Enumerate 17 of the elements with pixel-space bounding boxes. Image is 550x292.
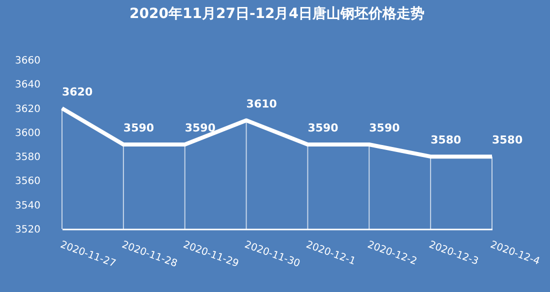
y-tick-label: 3620 [15,104,40,115]
data-label: 3580 [492,134,523,147]
y-tick-label: 3600 [15,128,40,139]
y-tick-label: 3580 [15,152,40,164]
data-label: 3610 [246,97,278,110]
y-tick-label: 3560 [15,176,40,188]
y-tick-label: 3520 [15,224,40,236]
y-tick-label: 3640 [15,80,40,91]
chart-title: 2020年11月27日-12月4日唐山钢坯价格走势 [130,5,424,22]
y-tick-label: 3540 [15,200,40,212]
data-label: 3590 [184,122,216,134]
data-label: 3580 [430,134,462,147]
data-label: 3620 [62,85,93,98]
data-label: 3590 [369,122,400,134]
data-label: 3590 [308,122,339,134]
y-tick-label: 3660 [15,56,40,66]
data-label: 3590 [123,122,154,134]
